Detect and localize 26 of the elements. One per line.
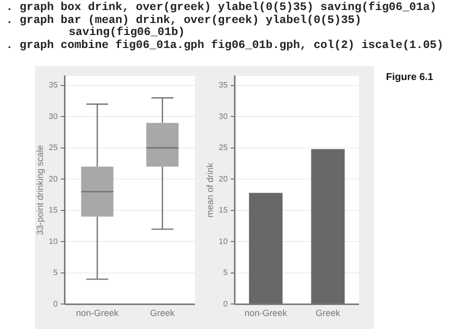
y-tick-label: 30 bbox=[218, 112, 228, 121]
x-tick-label: non-Greek bbox=[244, 308, 288, 318]
y-tick-label: 20 bbox=[48, 174, 58, 184]
y-tick-label: 35 bbox=[218, 80, 228, 90]
text: . graph combine fig06_01a.gph fig06_01b.gph, col(2) iscale(1.05) bbox=[6, 40, 444, 52]
y-tick-label: 15 bbox=[48, 206, 58, 215]
x-tick-label: Greek bbox=[150, 308, 176, 318]
x-tick-label: Greek bbox=[316, 308, 341, 318]
y-tick-label: 20 bbox=[218, 174, 228, 184]
text: . graph bar (mean) drink, over(greek) ylabel(0(5)35) saving(fig06_01b) bbox=[6, 14, 362, 40]
y-tick-label: 35 bbox=[48, 80, 58, 90]
y-tick-label: 5 bbox=[53, 268, 58, 278]
x-tick-label: non-Greek bbox=[76, 308, 120, 318]
y-tick-label: 0 bbox=[53, 299, 58, 308]
y-tick-label: 0 bbox=[223, 299, 228, 308]
y-tick-label: 25 bbox=[218, 143, 228, 152]
y-axis-title: 33-point drinking scale bbox=[34, 145, 45, 236]
text: . graph box drink, over(greek) ylabel(0(5)35) saving(fig06_01a) bbox=[6, 2, 438, 14]
y-tick-label: 30 bbox=[48, 112, 58, 121]
y-tick-label: 10 bbox=[48, 236, 58, 246]
caption: Figure 6.1 bbox=[386, 72, 434, 83]
y-tick-label: 15 bbox=[218, 206, 228, 215]
y-tick-label: 5 bbox=[223, 268, 228, 278]
y-tick-label: 10 bbox=[218, 236, 228, 246]
y-axis-title: mean of drink bbox=[204, 162, 215, 218]
y-tick-label: 25 bbox=[48, 143, 58, 152]
